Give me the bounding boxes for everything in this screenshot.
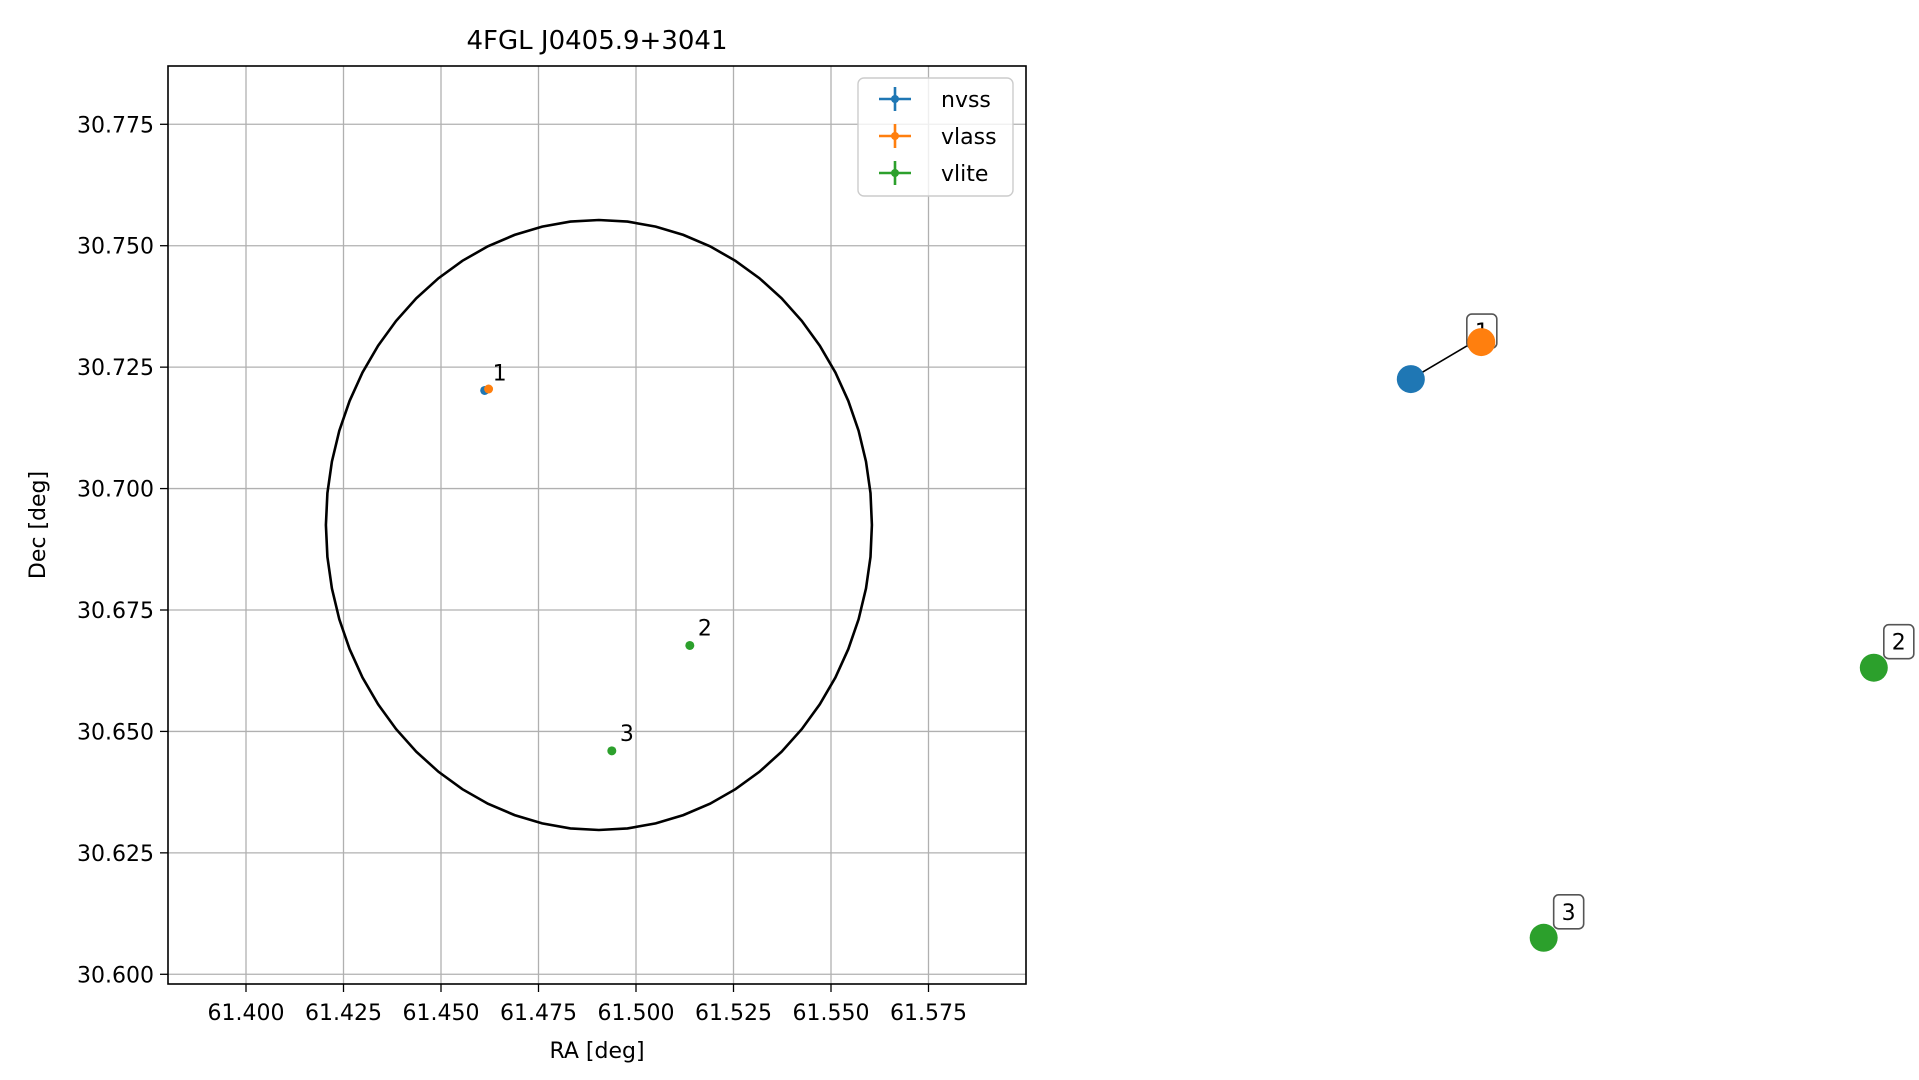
position-marker-vlite xyxy=(1859,653,1888,682)
y-tick-label: 30.625 xyxy=(77,842,154,867)
annotation-box xyxy=(1552,893,1585,930)
x-tick-label: 61.425 xyxy=(305,1001,382,1026)
y-tick-label: 30.775 xyxy=(77,113,154,138)
y-axis-ticks: 30.600 30.625 30.650 30.675 30.700 30.725 30.7… xyxy=(77,113,168,988)
chart-title: 4FGL J0405.9+3041 xyxy=(467,26,728,56)
legend-swatch-marker xyxy=(891,132,899,140)
annotation-label: 2 xyxy=(1892,631,1906,656)
point-vlite xyxy=(685,640,695,650)
y-tick-label: 30.700 xyxy=(77,478,154,503)
legend-label-vlite: vlite xyxy=(941,162,988,187)
y-tick-label: 30.675 xyxy=(77,599,154,624)
legend: nvss vlass vlite xyxy=(857,77,1014,197)
x-axis-ticks: 61.400 61.425 61.450 61.475 61.500 61.525 61.5… xyxy=(208,984,967,1026)
annotation-box xyxy=(1883,623,1915,660)
grid xyxy=(168,66,1026,984)
x-tick-label: 61.525 xyxy=(695,1001,772,1026)
data-points-layer: 1 2 3 xyxy=(480,361,712,756)
y-tick-label: 30.650 xyxy=(77,720,154,745)
y-tick-label: 30.725 xyxy=(77,356,154,381)
legend-label-nvss: nvss xyxy=(941,88,991,113)
radio-sources-chart: 4FGL J0405.9+3041 1 2 3 61.400 61.425 61.450… xyxy=(26,26,1027,1064)
annotation-label: 3 xyxy=(1562,901,1576,926)
legend-swatch-marker xyxy=(891,169,899,177)
x-tick-label: 61.550 xyxy=(793,1001,870,1026)
y-tick-label: 30.750 xyxy=(77,235,154,260)
position-marker-nvss xyxy=(1396,365,1425,394)
point-vlass xyxy=(484,384,494,394)
plot-frame xyxy=(167,65,1027,985)
y-tick-label: 30.600 xyxy=(77,963,154,988)
position-marker-vlite xyxy=(1529,923,1558,952)
x-tick-label: 61.575 xyxy=(890,1001,967,1026)
point-vlite xyxy=(607,746,617,756)
x-tick-label: 61.500 xyxy=(598,1001,675,1026)
error-ellipse xyxy=(324,218,874,832)
point-annotation: 1 xyxy=(493,361,507,386)
x-tick-label: 61.475 xyxy=(500,1001,577,1026)
error-ellipse-layer xyxy=(324,218,874,832)
x-tick-label: 61.400 xyxy=(208,1001,285,1026)
legend-label-vlass: vlass xyxy=(941,125,997,150)
legend-box xyxy=(857,77,1014,197)
position-marker-vlass xyxy=(1467,328,1496,357)
point-annotation: 2 xyxy=(698,616,712,641)
legend-swatch-marker xyxy=(891,95,899,103)
x-axis-label: RA [deg] xyxy=(549,1039,644,1064)
y-axis-label: Dec [deg] xyxy=(26,471,51,579)
source-positions-chart: 123 xyxy=(1396,313,1915,952)
x-tick-label: 61.450 xyxy=(403,1001,480,1026)
point-annotation: 3 xyxy=(620,722,634,747)
